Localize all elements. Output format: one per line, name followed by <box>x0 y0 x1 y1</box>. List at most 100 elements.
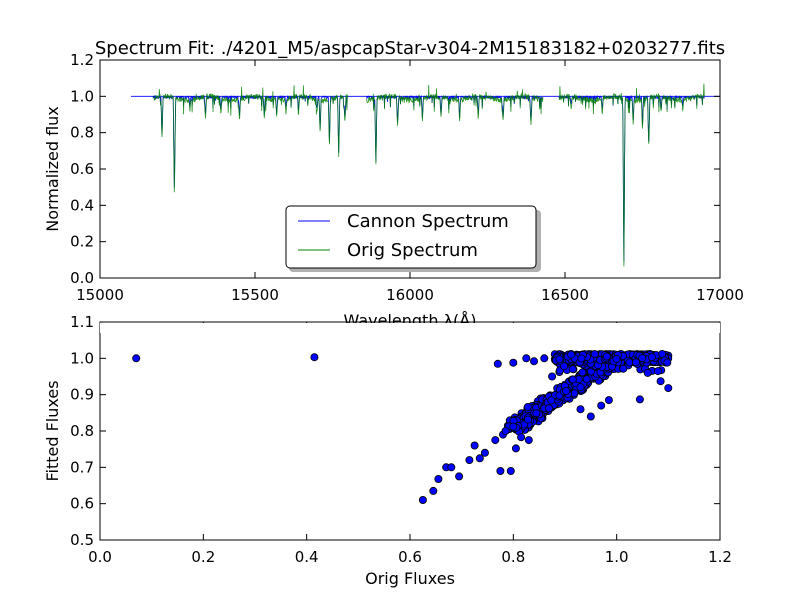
scatter-point <box>475 454 484 463</box>
scatter-y-tick-label: 0.6 <box>70 495 94 513</box>
spectrum-title: Spectrum Fit: ./4201_M5/aspcapStar-v304-… <box>95 38 725 59</box>
scatter-point <box>501 426 510 435</box>
scatter-point <box>577 354 586 363</box>
scatter-x-tick-label: 0.6 <box>398 548 422 566</box>
scatter-y-tick-label: 1.1 <box>70 313 94 331</box>
scatter-point <box>643 368 652 377</box>
orig-spectrum-segment <box>152 85 348 193</box>
scatter-point <box>647 353 656 362</box>
scatter-point <box>496 466 505 475</box>
spectrum-lines <box>131 83 720 267</box>
scatter-point <box>509 358 518 367</box>
scatter-point <box>470 441 479 450</box>
scatter-point <box>545 404 554 413</box>
scatter-point <box>523 402 532 411</box>
scatter-point <box>586 412 595 421</box>
scatter-x-tick-label: 0.0 <box>88 548 112 566</box>
scatter-point <box>654 367 663 376</box>
spectrum-y-tick-label: 0.4 <box>70 196 94 214</box>
spectrum-x-tick-label: 17000 <box>696 286 744 304</box>
scatter-point <box>524 415 533 424</box>
scatter-point <box>597 401 606 410</box>
spectrum-y-tick-label: 0.8 <box>70 124 94 142</box>
scatter-point <box>582 375 591 384</box>
scatter-point <box>418 495 427 504</box>
scatter-point <box>447 463 456 472</box>
scatter-point <box>568 365 577 374</box>
scatter-y-tick-label: 0.5 <box>70 531 94 549</box>
scatter-point <box>506 466 515 475</box>
scatter-point <box>604 396 613 405</box>
spectrum-axes: 15000 15500 16000 16500 17000 0.0 0.2 0.4 0.6 0.8… <box>70 51 744 304</box>
scatter-point <box>540 354 549 363</box>
scatter-point <box>619 364 628 373</box>
scatter-y-tick-label: 0.8 <box>70 422 94 440</box>
spectrum-y-tick-label: 1.0 <box>70 87 94 105</box>
scatter-x-axis-label: Orig Fluxes <box>365 569 455 588</box>
scatter-y-tick-label: 0.7 <box>70 458 94 476</box>
scatter-point <box>632 358 641 367</box>
scatter-points <box>132 349 673 504</box>
scatter-y-tick-label: 0.9 <box>70 386 94 404</box>
scatter-axes: 0.0 0.2 0.4 0.6 0.8 1.0 1.2 0.5 0.6 0.7 0.8 0.9 1.0 1… <box>70 313 732 566</box>
scatter-point <box>576 383 585 392</box>
scatter-x-tick-label: 0.8 <box>501 548 525 566</box>
scatter-point <box>429 486 438 495</box>
legend-label-orig: Orig Spectrum <box>347 240 478 261</box>
scatter-point <box>522 354 531 363</box>
scatter-point <box>547 396 556 405</box>
scatter-point <box>524 436 533 445</box>
scatter-point <box>635 395 644 404</box>
scatter-point <box>530 357 539 366</box>
scatter-point <box>568 375 577 384</box>
spectrum-x-tick-label: 16000 <box>386 286 434 304</box>
scatter-y-axis-label: Fitted Fluxes <box>43 380 62 481</box>
scatter-point <box>132 354 141 363</box>
scatter-point <box>480 448 489 457</box>
scatter-x-tick-label: 1.0 <box>605 548 629 566</box>
scatter-point <box>548 372 557 381</box>
scatter-x-tick-label: 0.4 <box>295 548 319 566</box>
scatter-point <box>560 362 569 371</box>
scatter-y-tick-label: 1.0 <box>70 349 94 367</box>
scatter-point <box>509 422 518 431</box>
spectrum-x-tick-label: 15000 <box>76 286 124 304</box>
legend-frame <box>285 205 537 269</box>
scatter-point <box>638 354 647 363</box>
scatter-point <box>465 456 474 465</box>
spectrum-x-tick-label: 16500 <box>541 286 589 304</box>
scatter-point <box>455 472 464 481</box>
scatter-point <box>602 352 611 361</box>
spectrum-y-axis-label: Normalized flux <box>43 106 62 232</box>
scatter-point <box>434 474 443 483</box>
scatter-point <box>567 350 576 359</box>
scatter-point <box>612 354 621 363</box>
spectrum-y-tick-label: 0.2 <box>70 233 94 251</box>
scatter-point <box>562 386 571 395</box>
scatter-point <box>493 359 502 368</box>
legend-label-cannon: Cannon Spectrum <box>347 211 509 232</box>
spectrum-y-tick-label: 0.6 <box>70 160 94 178</box>
scatter-point <box>310 353 319 362</box>
spectrum-plot: 15000 15500 16000 16500 17000 0.0 0.2 0.4 0.6 0.8… <box>43 51 744 304</box>
scatter-point <box>578 368 587 377</box>
scatter-point <box>517 433 526 442</box>
orig-spectrum-segment <box>558 83 705 267</box>
spectrum-y-tick-label: 1.2 <box>70 51 94 69</box>
scatter-x-tick-label: 0.2 <box>191 548 215 566</box>
scatter-point <box>555 355 564 364</box>
flux-scatter-plot: 0.0 0.2 0.4 0.6 0.8 1.0 1.2 0.5 0.6 0.7 0.8 0.9 1.0 1… <box>43 313 732 588</box>
scatter-point <box>664 384 673 393</box>
spectrum-legend: Cannon Spectrum Orig Spectrum <box>285 205 541 272</box>
scatter-x-tick-label: 1.2 <box>708 548 732 566</box>
scatter-point <box>511 444 520 453</box>
scatter-point <box>663 358 672 367</box>
scatter-point <box>491 436 500 445</box>
scatter-point <box>576 405 585 414</box>
spectrum-x-tick-label: 15500 <box>231 286 279 304</box>
orig-spectrum-segment <box>366 84 544 165</box>
spectrum-y-tick-label: 0.0 <box>70 269 94 287</box>
scatter-point <box>656 377 665 386</box>
scatter-point <box>532 409 541 418</box>
